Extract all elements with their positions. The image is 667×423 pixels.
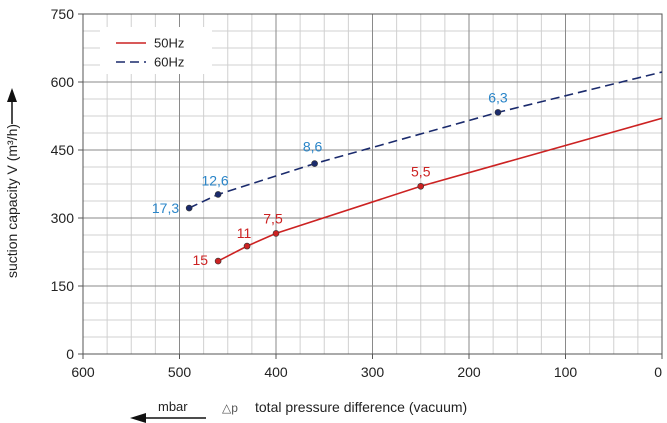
x-axis-arrow-head <box>130 413 146 423</box>
data-label: 5,5 <box>411 163 431 179</box>
x-axis-unit: mbar <box>158 399 188 414</box>
data-label: 8,6 <box>303 139 323 155</box>
y-tick-label: 0 <box>66 346 74 362</box>
y-tick-labels: 0 150 300 450 600 750 <box>51 6 75 362</box>
marker-label-layer: 15 11 7,5 5,5 17,3 12,6 8,6 6,3 <box>152 89 508 268</box>
data-point <box>185 204 193 212</box>
x-tick-label: 100 <box>554 364 578 380</box>
x-tick-label: 600 <box>71 364 95 380</box>
marker-layer <box>185 109 502 265</box>
data-point <box>311 160 318 167</box>
x-tick-label: 500 <box>168 364 192 380</box>
x-tick-label: 0 <box>654 364 662 380</box>
data-label: 11 <box>237 225 252 241</box>
series-line-60hz <box>188 71 663 209</box>
y-tick-label: 750 <box>51 6 75 22</box>
x-axis-title: total pressure difference (vacuum) <box>255 399 467 415</box>
data-point <box>214 257 222 265</box>
y-axis-title-group: suction capacity V (m³/h) <box>4 88 20 278</box>
y-tick-label: 450 <box>51 142 75 158</box>
x-tick-label: 400 <box>264 364 288 380</box>
plot-frame <box>82 13 663 355</box>
data-point <box>214 191 222 198</box>
data-label: 7,5 <box>263 210 283 226</box>
data-point <box>417 182 425 190</box>
x-axis-title-group: mbar △p total pressure difference (vacuu… <box>130 399 467 423</box>
legend-label-60hz: 60Hz <box>154 55 184 70</box>
legend-label-50hz: 50Hz <box>154 36 184 51</box>
x-tick-label: 300 <box>361 364 385 380</box>
data-label: 6,3 <box>488 89 508 105</box>
x-axis-symbol: △p <box>222 401 238 415</box>
y-axis-arrow-head <box>7 88 17 102</box>
x-tick-labels: 600 500 400 300 200 100 0 <box>71 364 662 380</box>
y-axis-title: suction capacity V (m³/h) <box>4 124 20 278</box>
y-tick-label: 300 <box>51 210 75 226</box>
data-point <box>494 109 502 116</box>
series-line-50hz <box>217 117 663 262</box>
legend-box <box>100 27 212 74</box>
data-label: 15 <box>193 252 209 268</box>
data-point <box>272 230 280 237</box>
data-label: 17,3 <box>152 200 179 216</box>
y-tick-label: 150 <box>51 278 75 294</box>
legend: 50Hz 60Hz <box>100 27 212 74</box>
y-tick-label: 600 <box>51 74 75 90</box>
x-tick-label: 200 <box>457 364 481 380</box>
data-point <box>243 242 251 250</box>
data-label: 12,6 <box>201 172 228 188</box>
